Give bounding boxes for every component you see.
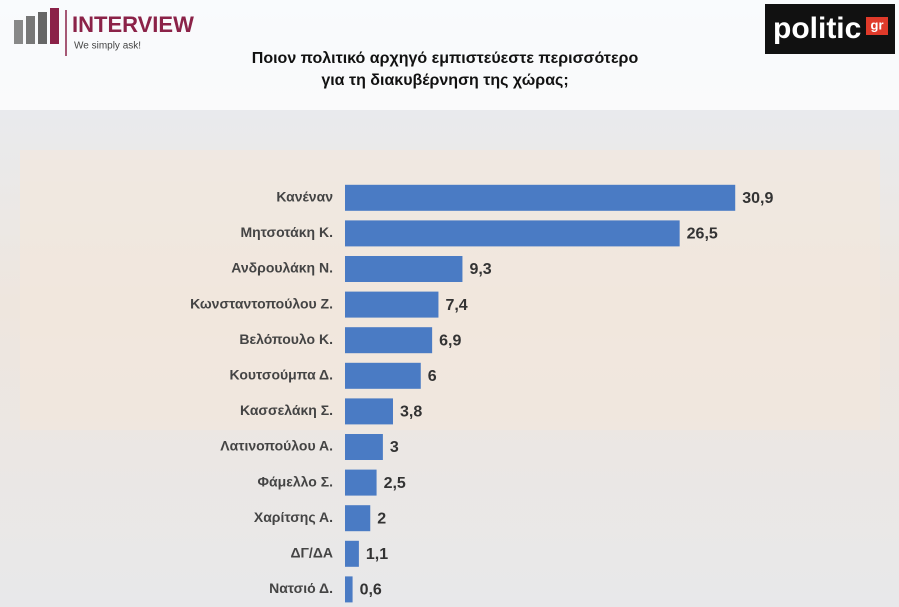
category-label: Μητσοτάκη Κ. [240, 224, 333, 240]
category-label: Νατσιό Δ. [269, 580, 333, 596]
brand: INTERVIEW [72, 12, 194, 37]
chart-title: Ποιον πολιτικό αρχηγό εμπιστεύεστε περισ… [252, 50, 639, 67]
value-label: 3,8 [400, 404, 422, 421]
category-label: Κανέναν [276, 189, 333, 205]
value-label: 26,5 [687, 226, 718, 243]
partner: politic [773, 12, 861, 45]
logo-bar [38, 12, 47, 44]
category-label: ΔΓ/ΔΑ [290, 545, 333, 561]
bar [345, 291, 439, 318]
value-label: 30,9 [742, 190, 773, 207]
category-label: Κουτσούμπα Δ. [230, 367, 333, 383]
interview-logo: INTERVIEW We simply ask! [14, 8, 194, 56]
bar [345, 256, 463, 282]
bar [345, 469, 377, 496]
category-label: Φάμελλο Σ. [258, 473, 333, 489]
bar [345, 505, 371, 532]
tagline: We simply ask! [74, 41, 141, 52]
category-label: Ανδρουλάκη Ν. [231, 260, 333, 276]
value-label: 3 [390, 439, 399, 456]
category-label: Κωνσταντοπούλου Ζ. [190, 295, 333, 311]
logo-bar [26, 16, 35, 44]
logo-bar [14, 20, 23, 44]
bar [345, 220, 680, 247]
bar [345, 327, 433, 354]
category-label: Βελόπουλο Κ. [239, 331, 333, 347]
category-label: Λατινοπούλου Α. [220, 438, 333, 454]
bar [345, 184, 736, 211]
value-label: 2 [377, 510, 386, 527]
partner-suffix: gr [871, 17, 884, 32]
chart-title: για τη διακυβέρνηση της χώρας; [321, 72, 568, 89]
politic-logo: politic gr [765, 4, 895, 54]
value-label: 0,6 [360, 582, 382, 599]
logo-bar [50, 8, 59, 44]
value-label: 1,1 [366, 546, 388, 563]
value-label: 9,3 [469, 261, 491, 278]
value-label: 6,9 [439, 332, 461, 349]
bar [345, 434, 383, 460]
value-label: 7,4 [445, 297, 467, 314]
value-label: 2,5 [384, 475, 406, 492]
value-label: 6 [428, 368, 437, 385]
bar [345, 362, 421, 389]
bar [345, 576, 353, 603]
logo-tag [866, 17, 888, 35]
header-band [0, 0, 899, 110]
category-label: Κασσελάκη Σ. [240, 402, 333, 418]
bar [345, 540, 359, 567]
bar [345, 398, 393, 425]
category-label: Χαρίτσης Α. [254, 509, 333, 525]
